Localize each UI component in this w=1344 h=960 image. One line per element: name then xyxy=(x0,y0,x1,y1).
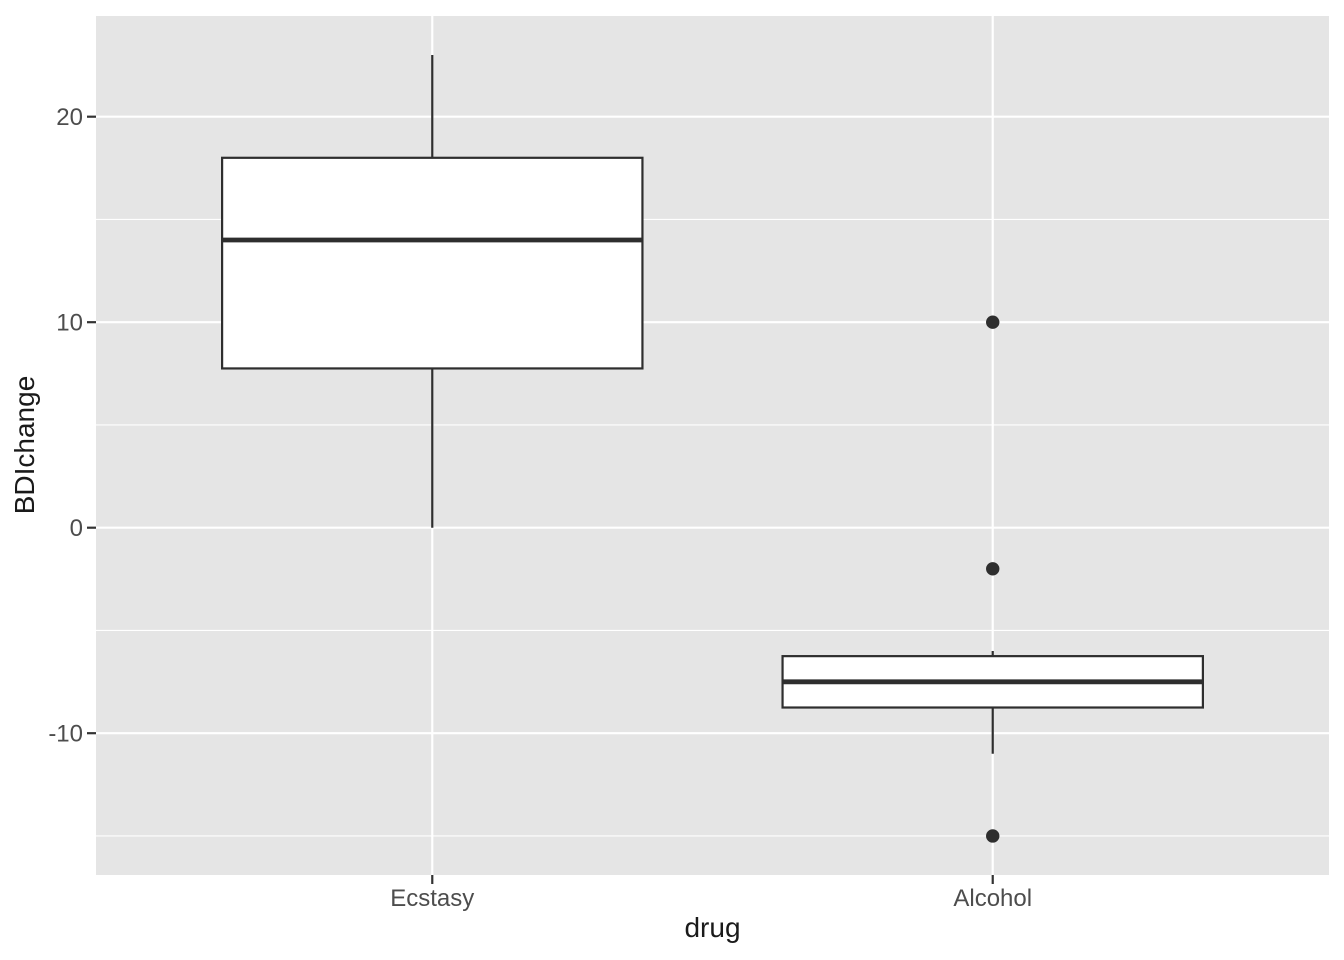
x-tick-label: Ecstasy xyxy=(390,885,474,912)
box-ecstasy xyxy=(221,156,644,370)
y-tick-label: 0 xyxy=(70,515,83,542)
x-tick-label: Alcohol xyxy=(953,885,1032,912)
outlier-point-alcohol xyxy=(986,315,1000,329)
y-tick-label: 10 xyxy=(56,310,83,337)
plot-panel xyxy=(96,16,1329,875)
x-axis-title: drug xyxy=(684,912,741,943)
y-tick-label: -10 xyxy=(48,721,83,748)
y-tick-label: 20 xyxy=(56,104,83,131)
outlier-point-alcohol xyxy=(986,562,1000,576)
outlier-point-alcohol xyxy=(986,829,1000,843)
y-axis-title: BDIchange xyxy=(9,375,40,515)
